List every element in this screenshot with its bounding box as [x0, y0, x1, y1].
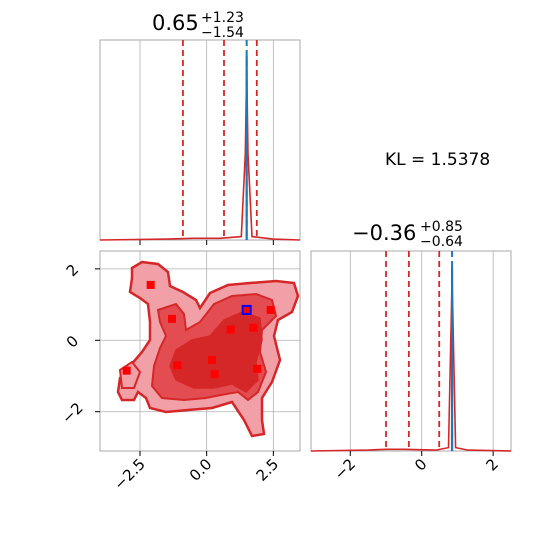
title-x1-plus: +1.23	[201, 10, 244, 26]
sample-marker-1	[168, 314, 176, 323]
kl-annotation: KL = 1.5378	[385, 150, 490, 170]
x2-tick-label-1: 0	[411, 455, 430, 474]
title-x1-minus: −1.54	[201, 25, 244, 41]
marginal-x2-density	[310, 278, 512, 452]
sample-marker-2	[173, 361, 182, 370]
sample-marker-7	[249, 323, 258, 332]
marginal-x1-density	[99, 67, 301, 241]
title-x2-value: −0.36	[352, 221, 416, 245]
x2-tick-label-left-0: −2	[58, 399, 86, 427]
sample-marker-5	[210, 370, 219, 379]
x2-tick-label-left-2: 2	[63, 261, 82, 280]
x2-tick-label-0: −2	[331, 455, 359, 483]
sample-marker-4	[208, 355, 216, 364]
marginal-x2-frame	[310, 250, 512, 452]
sample-marker-9	[253, 364, 262, 373]
title-x1-value: 0.65	[152, 11, 199, 35]
posterior-contours	[116, 260, 300, 438]
title-x2-plus: +0.85	[420, 219, 463, 235]
truth-marker	[241, 304, 252, 315]
x1-tick-label-2: 2.5	[253, 455, 283, 485]
title-x2-minus: −0.64	[420, 234, 463, 250]
sample-marker-8	[266, 305, 275, 314]
sample-marker-3	[122, 366, 131, 375]
x2-tick-label-left-1: 0	[63, 332, 82, 351]
x1-tick-label-0: −2.5	[110, 455, 148, 493]
marginal-x1-frame	[99, 39, 301, 241]
sample-marker-0	[146, 280, 155, 289]
sample-marker-6	[226, 325, 235, 334]
x2-tick-label-2: 2	[482, 455, 501, 474]
x1-tick-label-1: 0.0	[186, 455, 216, 485]
